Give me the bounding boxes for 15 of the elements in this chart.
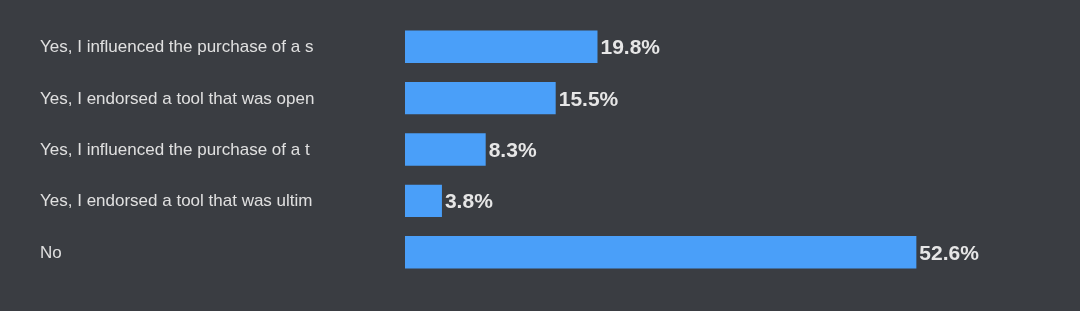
- data-label: 3.8%: [444, 189, 494, 213]
- y-tick-label: Yes, I influenced the purchase of a s: [40, 37, 314, 56]
- y-tick-label: Yes, I influenced the purchase of a t: [40, 140, 310, 159]
- y-tick-label: Yes, I endorsed a tool that was ultim: [40, 191, 313, 210]
- bar: [405, 236, 917, 269]
- bar: [405, 30, 598, 63]
- data-label: 15.5%: [558, 86, 619, 110]
- y-tick-label: No: [40, 243, 62, 262]
- y-tick-label: Yes, I endorsed a tool that was open: [40, 89, 315, 108]
- data-label: 8.3%: [488, 138, 537, 161]
- bar: [405, 81, 556, 115]
- bar: [405, 184, 442, 218]
- bar: [405, 133, 486, 166]
- data-label: 19.8%: [600, 35, 661, 59]
- data-label: 52.6%: [919, 240, 980, 264]
